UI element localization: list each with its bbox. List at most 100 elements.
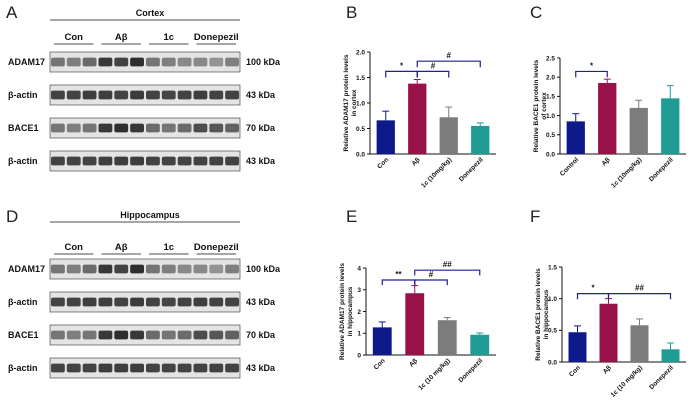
blot-band [130,57,144,67]
group-label: Aβ [115,242,128,253]
blot-band [193,156,208,166]
significance-label: * [590,61,594,70]
bar [372,327,392,355]
significance-bracket [416,70,450,78]
y-tick-label: 1 [357,331,361,338]
blot-band [146,363,160,373]
y-tick-label: 1.5 [546,94,555,101]
blot-band [114,123,129,133]
blot-band [146,330,160,340]
blot-band [193,264,208,274]
x-tick-label: 1c (10mg/kg) [610,156,643,189]
blot-band [177,123,192,133]
blot-band [177,156,192,166]
blot-band [161,363,176,373]
significance-bracket [576,293,610,300]
y-tick-label: 1.0 [548,296,557,303]
x-tick-label: Donepezil [458,156,485,183]
blot-band [130,123,144,133]
blot-band [193,57,208,67]
blot-band [98,57,113,67]
blot-band [130,90,144,100]
y-axis-label: Relative ADAM17 protein levelsin cortex [343,54,358,151]
y-tick-label: 0.0 [356,151,365,158]
y-axis-label-line: in hippocampus [543,289,550,339]
bar [566,121,585,154]
y-axis-label-line: Relative ADAM17 protein levels [339,263,346,360]
blot-row-kda: 100 kDa [246,57,281,67]
y-tick-label: 0.5 [546,132,555,139]
blot-band [130,297,144,307]
blot-strip [49,324,241,346]
y-tick-label: 0 [357,352,361,359]
blot-band [193,363,208,373]
panel-letter: B [346,3,357,22]
blot-band [66,330,81,340]
blot-band [209,330,224,340]
blot-row-label: β-actin [8,363,38,373]
blot-band [177,90,192,100]
blot-band [98,330,113,340]
blot-band [161,90,176,100]
bar [661,349,680,362]
y-tick-label: 1.0 [546,113,555,120]
blot-band [114,156,129,166]
y-axis-label-line: of cortex [541,92,548,120]
blot-band [130,264,144,274]
western-blot-hippocampus: D Hippocampus Con Aβ 1c Donepezil ADAM17 100 kD… [6,207,281,379]
blot-band [161,57,176,67]
blot-strip [49,258,241,280]
bar [376,120,395,154]
bar [405,293,425,355]
significance-label: ** [395,270,402,279]
panel-letter: A [6,3,18,22]
bar [470,334,490,355]
y-tick-label: 1.0 [356,100,365,107]
x-tick-label: Donepezil [648,364,675,391]
blot-band [51,90,65,100]
blot-band [82,57,97,67]
blot-row-label: β-actin [8,156,38,166]
blot-band [225,156,239,166]
blot-band [98,363,113,373]
significance-bracket [607,293,672,300]
blot-band [66,264,81,274]
significance-label: # [431,61,436,70]
y-tick-label: 1.5 [548,264,557,271]
blot-band [209,90,224,100]
panel-letter: F [530,207,540,226]
x-tick-label: 1c (10 mg/kg) [610,364,644,398]
blot-band [161,123,176,133]
blot-band [51,156,65,166]
blot-band [82,90,97,100]
x-tick-label: Con [373,357,387,371]
blot-row-label: ADAM17 [8,264,45,274]
significance-label: * [400,61,404,70]
significance-label: # [447,51,452,60]
y-axis-label: Relative ADAM17 protein levelsin hippoca… [339,263,354,360]
blot-band [98,123,113,133]
significance-bracket [385,70,418,78]
blot-band [82,123,97,133]
blot-band [146,156,160,166]
blot-band [225,330,239,340]
blot-band [98,90,113,100]
blot-band [225,363,239,373]
significance-bracket [414,279,448,286]
significance-label: # [429,270,434,279]
blot-band [82,156,97,166]
panel-letter: D [6,207,18,226]
significance-label: * [591,284,595,293]
blot-band [114,90,129,100]
x-tick-label: Aβ [602,364,613,375]
blot-strip [49,51,241,73]
blot-band [51,264,65,274]
blot-row-kda: 100 kDa [246,264,281,274]
bar [630,325,649,362]
bar [599,303,618,362]
blot-row-label: BACE1 [8,330,39,340]
x-tick-label: 1c (10 mg/kg) [417,357,451,391]
y-tick-label: 0.0 [548,359,557,366]
